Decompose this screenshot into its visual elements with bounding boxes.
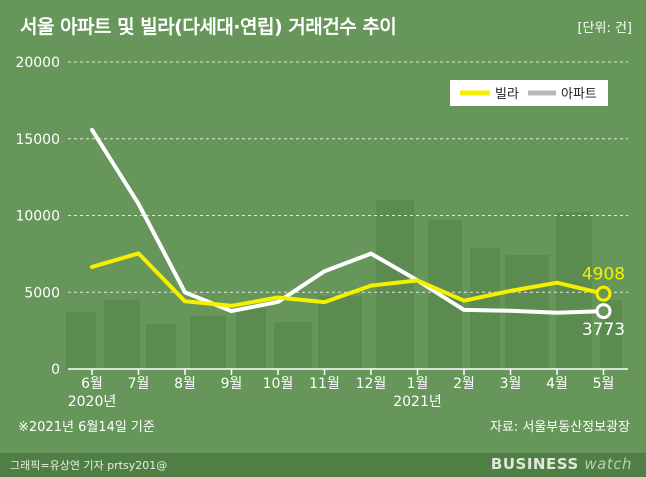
reference-date-note: ※2021년 6월14일 기준 bbox=[18, 420, 155, 435]
building-shape bbox=[190, 316, 226, 369]
x-tick-label: 6월 bbox=[81, 376, 103, 392]
y-axis-ticks: 0 5000 10000 15000 20000 bbox=[15, 55, 60, 378]
y-tick-label: 15000 bbox=[15, 132, 60, 148]
x-tick-label: 4월 bbox=[546, 376, 568, 392]
building-shape bbox=[104, 300, 140, 369]
year-label: 2020년 bbox=[68, 394, 117, 410]
building-shape bbox=[318, 296, 362, 369]
x-tick-label: 2월 bbox=[453, 376, 475, 392]
x-tick-label: 3월 bbox=[500, 376, 522, 392]
x-tick-label: 12월 bbox=[356, 376, 387, 392]
legend: 빌라 아파트 bbox=[450, 80, 608, 106]
end-point-marker bbox=[595, 303, 612, 320]
series-line-apartment bbox=[90, 127, 606, 315]
x-tick-label: 7월 bbox=[128, 376, 150, 392]
chart-title: 서울 아파트 및 빌라(다세대·연립) 거래건수 추이 bbox=[20, 16, 397, 38]
y-tick-label: 5000 bbox=[24, 285, 60, 301]
x-tick-label: 1월 bbox=[407, 376, 429, 392]
x-tick-label: 11월 bbox=[309, 376, 340, 392]
y-tick-label: 20000 bbox=[15, 55, 60, 71]
x-tick-label: 9월 bbox=[221, 376, 243, 392]
y-tick-label: 0 bbox=[51, 362, 60, 378]
year-label: 2021년 bbox=[393, 394, 442, 410]
x-tick-label: 10월 bbox=[263, 376, 294, 392]
series-line-villa bbox=[90, 251, 606, 308]
building-shape bbox=[66, 312, 96, 369]
y-tick-label: 10000 bbox=[15, 209, 60, 225]
end-value-label: 3773 bbox=[582, 320, 625, 340]
brand-sub: watch bbox=[584, 455, 632, 473]
x-tick-label: 8월 bbox=[174, 376, 196, 392]
end-value-label: 4908 bbox=[582, 265, 625, 285]
line-chart: 0 5000 10000 15000 20000 6월 7월 8월 9월 10월 11월 12월 1월… bbox=[15, 55, 628, 410]
building-shape bbox=[146, 324, 176, 369]
building-shape bbox=[274, 322, 312, 369]
brand-logo: BUSINESS watch bbox=[491, 455, 632, 473]
source-note: 자료: 서울부동산정보광장 bbox=[489, 420, 630, 435]
footer-bar: 그래픽=유상연 기자 prtsy201@ BUSINESS watch bbox=[0, 453, 646, 477]
gridlines bbox=[68, 61, 628, 370]
brand-main: BUSINESS bbox=[490, 455, 579, 473]
legend-label: 아파트 bbox=[561, 87, 597, 102]
legend-label: 빌라 bbox=[495, 87, 519, 102]
graphic-credit: 그래픽=유상연 기자 prtsy201@ bbox=[10, 459, 168, 472]
x-axis-ticks: 6월 7월 8월 9월 10월 11월 12월 1월 2월 3월 4월 5월 2020년 2021년 bbox=[68, 369, 615, 410]
building-shape bbox=[236, 308, 266, 369]
end-markers: 4908 3773 bbox=[582, 265, 625, 340]
x-tick-label: 5월 bbox=[593, 376, 615, 392]
unit-label: [단위: 건] bbox=[577, 21, 632, 36]
end-point-marker bbox=[595, 285, 612, 302]
